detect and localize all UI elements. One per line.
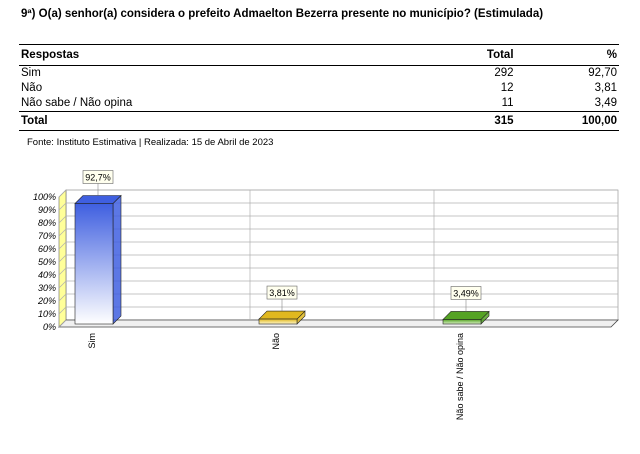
gridline-side <box>58 254 67 263</box>
row-label: Não sabe / Não opina <box>21 97 133 109</box>
data-label-box <box>450 286 482 300</box>
gridline-side <box>58 319 67 328</box>
table-total-row: Total 315 100,00 <box>19 111 619 131</box>
table-header-row: Respostas Total % <box>19 44 619 66</box>
header-total: Total <box>400 44 516 66</box>
row-total: 11 <box>501 97 514 109</box>
header-percent: % <box>515 44 619 66</box>
gridline-side <box>58 202 67 211</box>
y-tick-label: 70% <box>38 231 56 241</box>
y-tick-label: 20% <box>37 296 56 306</box>
row-percent: 3,81 <box>594 82 617 94</box>
gridline-side <box>58 228 67 237</box>
y-tick-label: 40% <box>38 270 56 280</box>
y-tick-label: 80% <box>38 218 56 228</box>
row-label: Não <box>21 82 43 94</box>
gridline-side <box>58 241 67 250</box>
row-label: Sim <box>21 67 41 79</box>
gridline-side <box>58 267 67 276</box>
results-table: Respostas Total % Sim 292 92,70 Não 12 3… <box>19 44 619 131</box>
data-label: 92,7% <box>85 172 111 182</box>
x-category-label: Não sabe / Não opina <box>455 333 465 420</box>
row-total: 292 <box>494 67 514 79</box>
gridline-side <box>58 215 67 224</box>
data-label: 3,49% <box>453 288 479 298</box>
y-tick-label: 90% <box>38 205 56 215</box>
y-tick-label: 0% <box>43 322 56 332</box>
bar-top <box>258 310 306 320</box>
y-tick-label: 10% <box>38 309 56 319</box>
x-category-label: Sim <box>87 333 97 349</box>
y-tick-label: 30% <box>38 283 56 293</box>
table-row: Não 12 3,81 <box>19 81 619 96</box>
gridline-side <box>58 293 67 302</box>
question-title: 9ª) O(a) senhor(a) considera o prefeito … <box>21 8 544 20</box>
bar <box>74 203 114 325</box>
total-label: Total <box>19 111 401 131</box>
gridline-side <box>58 189 67 198</box>
table-row: Sim 292 92,70 <box>19 66 619 82</box>
bar-top <box>74 195 122 204</box>
row-total: 12 <box>500 82 514 94</box>
data-label-box <box>266 285 298 300</box>
table-row: Não sabe / Não opina 11 3,49 <box>19 96 619 112</box>
plot-floor <box>58 319 619 328</box>
y-tick-label: 50% <box>38 257 56 267</box>
total-count: 315 <box>400 111 516 131</box>
data-label-box <box>82 170 114 184</box>
gridline-side <box>58 306 67 315</box>
y-tick-label: 60% <box>38 244 56 254</box>
x-category-label: Não <box>271 333 281 350</box>
bar <box>442 319 482 325</box>
bar <box>258 318 298 325</box>
bar-side <box>112 194 122 325</box>
row-percent: 92,70 <box>588 67 617 79</box>
source-note: Fonte: Instituto Estimativa | Realizada:… <box>27 137 274 148</box>
row-percent: 3,49 <box>594 97 617 109</box>
bar-top <box>442 311 490 320</box>
y-tick-label: 100% <box>33 192 56 202</box>
bar-chart: 0% 10% 20% 30% 40% 50% 60% 70% 80% 90% 100% 92,7% Si… <box>33 170 619 420</box>
header-respostas: Respostas <box>19 44 401 66</box>
gridline-side <box>58 280 67 289</box>
total-percent: 100,00 <box>515 111 619 131</box>
data-label: 3,81% <box>269 288 295 298</box>
